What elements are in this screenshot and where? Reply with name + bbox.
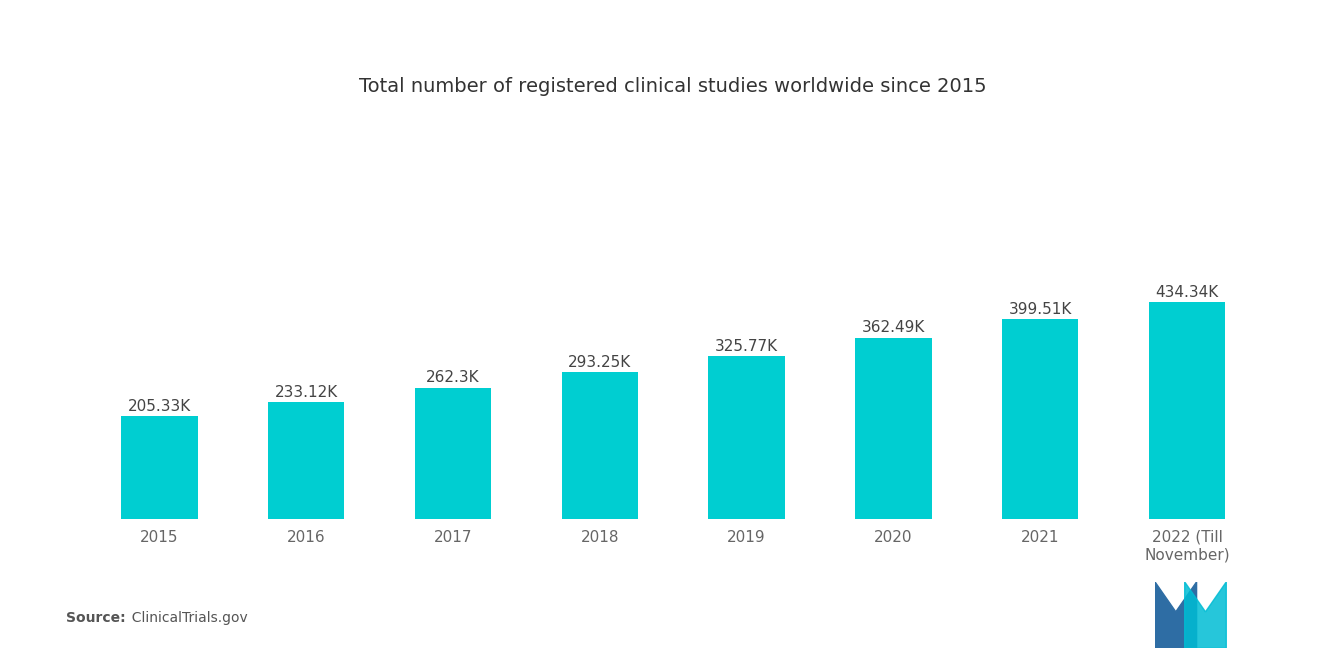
Bar — [268, 402, 345, 519]
Text: 434.34K: 434.34K — [1155, 285, 1218, 299]
Title: Total number of registered clinical studies worldwide since 2015: Total number of registered clinical stud… — [359, 77, 987, 96]
Text: 362.49K: 362.49K — [862, 321, 925, 335]
Polygon shape — [1155, 582, 1196, 648]
Text: Source:: Source: — [66, 611, 125, 625]
Text: 399.51K: 399.51K — [1008, 302, 1072, 317]
Bar — [1148, 302, 1225, 519]
Text: 233.12K: 233.12K — [275, 385, 338, 400]
Bar — [855, 338, 932, 519]
Bar — [121, 416, 198, 519]
Text: 325.77K: 325.77K — [715, 338, 779, 354]
Text: 205.33K: 205.33K — [128, 399, 191, 414]
Text: 262.3K: 262.3K — [426, 370, 479, 386]
Bar — [1002, 319, 1078, 519]
Text: 293.25K: 293.25K — [568, 355, 631, 370]
Text: ClinicalTrials.gov: ClinicalTrials.gov — [123, 611, 248, 625]
Polygon shape — [1185, 582, 1226, 648]
Bar — [414, 388, 491, 519]
Bar — [709, 356, 785, 519]
Bar — [561, 372, 638, 519]
